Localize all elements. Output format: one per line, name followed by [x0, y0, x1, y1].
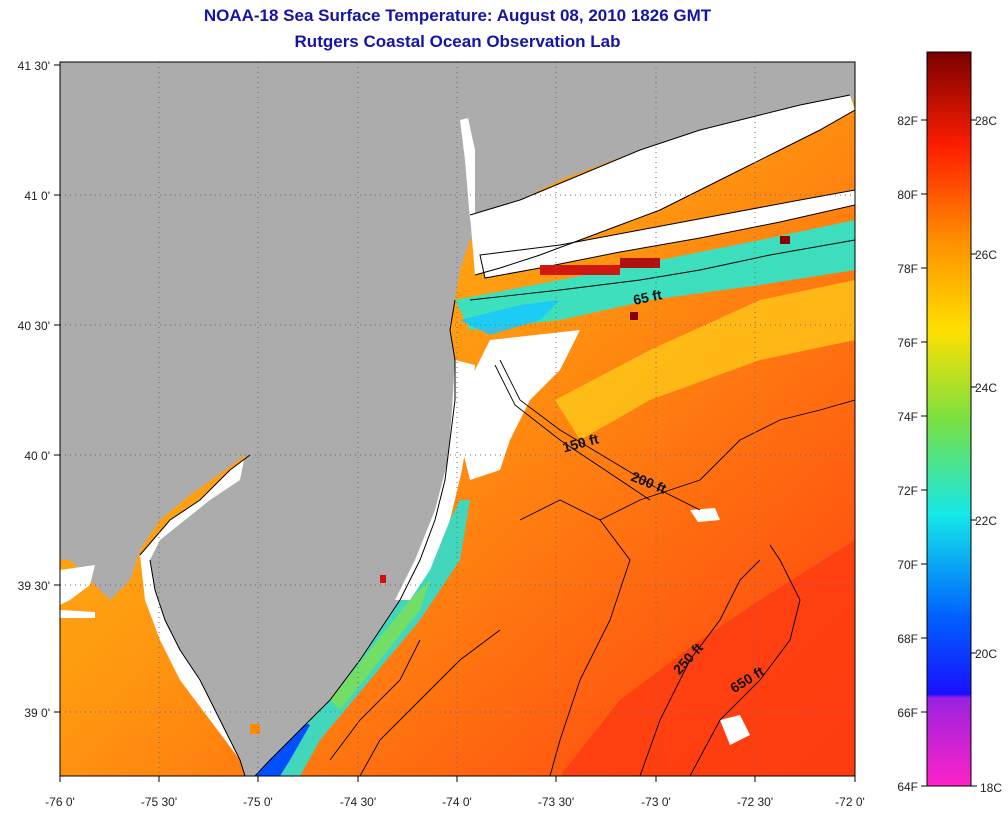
lat-label: 40 30' — [18, 319, 50, 333]
axis-ticks — [54, 64, 856, 782]
colorbar-c-label: 18C — [980, 781, 1002, 795]
no-data-bight — [460, 330, 580, 480]
colorbar-f-label: 78F — [897, 262, 918, 276]
colorbar-f-label: 68F — [897, 632, 918, 646]
colorbar-ticks — [921, 119, 977, 787]
contour-label-65ft: 65 ft — [632, 286, 664, 308]
colorbar-f-label: 66F — [897, 706, 918, 720]
lon-label: -73 0' — [641, 795, 671, 809]
lat-label: 40 0' — [24, 449, 50, 463]
warm-offshore-region — [560, 540, 855, 776]
long-island — [470, 95, 855, 275]
colorbar-f-label: 76F — [897, 336, 918, 350]
colorbar-f-label: 64F — [897, 780, 918, 794]
map-subtitle: Rutgers Coastal Ocean Observation Lab — [294, 32, 621, 51]
colorbar-f-label: 80F — [897, 188, 918, 202]
lon-label: -74 30' — [340, 795, 376, 809]
colorbar-f-label: 74F — [897, 410, 918, 424]
warm-band-north — [555, 280, 855, 440]
colorbar-c-label: 22C — [975, 514, 997, 528]
green-strip — [330, 580, 430, 710]
colorbar-f-label: 72F — [897, 484, 918, 498]
lon-label: -73 30' — [538, 795, 574, 809]
lon-label: -75 30' — [141, 795, 177, 809]
lat-label: 39 30' — [18, 579, 50, 593]
colorbar-f-label: 70F — [897, 558, 918, 572]
colorbar-f-label: 82F — [897, 114, 918, 128]
lon-label: -72 30' — [737, 795, 773, 809]
lon-label: -76 0' — [45, 795, 75, 809]
warm-nearshore-patch — [540, 265, 620, 275]
cool-nj-strip — [245, 500, 470, 776]
colorbar — [926, 51, 972, 787]
lat-label: 41 30' — [18, 59, 50, 73]
lon-label: -75 0' — [243, 795, 273, 809]
map-title: NOAA-18 Sea Surface Temperature: August … — [203, 6, 712, 25]
colorbar-c-label: 26C — [975, 248, 997, 262]
nj-barrier — [395, 360, 475, 600]
lat-label: 41 0' — [24, 189, 50, 203]
colorbar-c-label: 28C — [975, 114, 997, 128]
bathymetry-contours — [329, 239, 855, 776]
colorbar-c-label: 24C — [975, 381, 997, 395]
lon-label: -72 0' — [835, 795, 865, 809]
graticule — [60, 62, 855, 776]
colorbar-c-label: 20C — [975, 647, 997, 661]
lat-label: 39 0' — [24, 706, 50, 720]
land-mass — [60, 62, 855, 776]
coastlines — [139, 94, 855, 776]
lon-label: -74 0' — [442, 795, 472, 809]
